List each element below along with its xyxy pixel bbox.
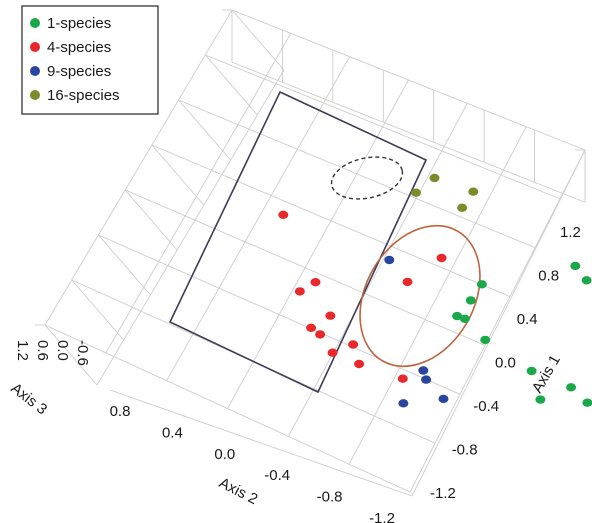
point-16-species <box>411 188 421 197</box>
axis-2-line <box>109 389 413 497</box>
point-1-species <box>582 398 592 407</box>
legend-marker <box>30 42 40 52</box>
axis-2-tick: -0.8 <box>317 489 343 506</box>
point-4-species <box>397 374 408 383</box>
point-4-species <box>327 348 338 357</box>
legend-marker <box>30 66 40 76</box>
point-1-species <box>480 335 491 345</box>
point-1-species <box>459 314 470 323</box>
point-4-species <box>436 253 447 263</box>
point-9-species <box>418 366 429 375</box>
axis-1-tick: 1.2 <box>560 224 581 241</box>
point-4-species <box>402 277 413 287</box>
axis-3-tick: 0.0 <box>54 340 71 361</box>
grid-line <box>287 103 468 437</box>
point-1-species <box>465 296 476 305</box>
grid-lines <box>35 9 586 497</box>
axis-titles: Axis 1 Axis 2 Axis 3 <box>8 352 564 508</box>
axis-1-tick: -0.4 <box>473 398 499 415</box>
point-1-species <box>581 276 592 285</box>
axis-1-tick: 0.0 <box>495 355 516 372</box>
point-4-species <box>315 330 326 339</box>
axis-3-tick: -0.6 <box>74 340 91 366</box>
point-1-species <box>566 383 577 392</box>
cluster-annotations <box>168 90 481 394</box>
wall-grid-line <box>151 144 205 206</box>
axis-1-tick: -1.2 <box>430 485 456 502</box>
axis-2-title: Axis 2 <box>216 474 260 508</box>
wall-grid-line <box>178 99 231 161</box>
axis-2-tick: 0.4 <box>162 424 183 441</box>
point-1-species <box>476 280 487 289</box>
axis-2-tick: -1.2 <box>369 510 395 523</box>
grid-line <box>348 126 527 465</box>
axis-1-tick: 0.4 <box>517 311 538 328</box>
point-4-species <box>294 287 305 296</box>
axis-3-tick: 0.6 <box>34 340 51 361</box>
tick-labels: 1.2 0.8 0.4 0.0 -0.4 -0.8 -1.2 0.8 0.4 0.0 -0.4 -0.… <box>14 224 581 523</box>
wall-edge <box>96 69 285 386</box>
cluster-ellipse-1-species <box>359 224 481 368</box>
point-9-species <box>438 394 449 404</box>
wall-grid-line <box>44 324 98 386</box>
point-9-species <box>421 375 432 384</box>
grid-line <box>105 33 292 354</box>
wall-grid-line <box>231 9 285 71</box>
point-16-species <box>468 187 479 196</box>
legend-label: 16-species <box>47 87 120 104</box>
axis-3-tick: 1.2 <box>14 340 31 361</box>
wall-grid-line <box>98 234 151 296</box>
axis-1-tick: -0.8 <box>452 442 478 459</box>
grid-line <box>227 79 409 409</box>
point-16-species <box>429 173 440 183</box>
legend-marker <box>30 18 40 28</box>
legend-label: 1-species <box>47 15 111 32</box>
axis-1-line <box>411 149 586 497</box>
legend-label: 9-species <box>47 63 111 80</box>
group-rectangle <box>168 90 428 394</box>
legend-label: 4-species <box>47 39 111 56</box>
wall-grid-line <box>71 279 125 341</box>
point-1-species <box>526 366 537 376</box>
axis-2-tick: -0.4 <box>264 467 290 484</box>
point-16-species <box>457 203 468 212</box>
axis-2-tick: 0.0 <box>214 446 235 463</box>
cluster-ellipse-16-species <box>330 156 404 200</box>
point-1-species <box>452 311 463 321</box>
point-4-species <box>348 340 359 349</box>
axis-2-tick: 0.8 <box>110 403 131 420</box>
data-points <box>278 173 592 408</box>
point-1-species <box>535 395 546 404</box>
point-9-species <box>398 399 409 408</box>
wall-grid-line <box>124 189 178 251</box>
legend-box <box>21 5 159 115</box>
axis-3-title: Axis 3 <box>8 380 51 419</box>
point-9-species <box>384 255 395 265</box>
wall-edge <box>231 61 586 203</box>
point-4-species <box>310 278 321 287</box>
point-4-species <box>306 323 317 332</box>
axis-1-tick: 0.8 <box>538 268 559 285</box>
point-1-species <box>570 261 581 271</box>
wall-grid-line <box>204 54 258 116</box>
legend: 1-species 4-species 9-species 16-species <box>21 5 159 115</box>
point-4-species <box>278 210 289 219</box>
legend-marker <box>30 90 40 100</box>
point-4-species <box>325 311 336 320</box>
point-4-species <box>354 359 365 369</box>
